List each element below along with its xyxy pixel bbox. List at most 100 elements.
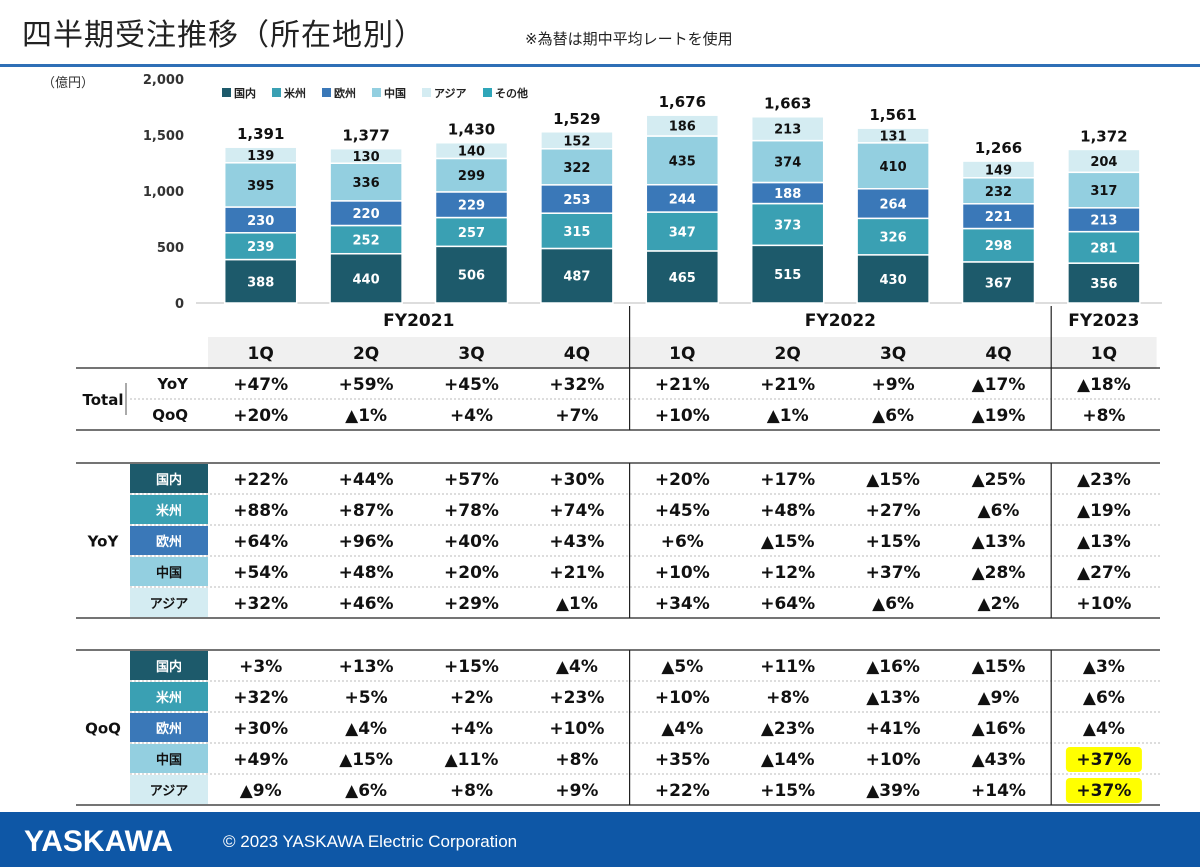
bar-total-label: 1,266 <box>975 139 1022 157</box>
bar-segment <box>434 216 509 248</box>
table-cell: +2% <box>450 688 493 708</box>
table-cell: +47% <box>233 375 288 395</box>
region-label: 国内 <box>156 659 182 675</box>
table-cell: ▲15% <box>339 750 393 770</box>
table-cell: +88% <box>233 501 288 521</box>
table-cell: ▲15% <box>761 532 815 552</box>
table-cell: +15% <box>760 781 815 801</box>
row-bg <box>208 400 1157 429</box>
unit-label: （億円） <box>42 76 95 91</box>
bar-value-label: 186 <box>669 120 696 135</box>
quarter-header: 2Q <box>775 344 801 364</box>
legend-label: その他 <box>495 86 528 100</box>
bar-value-label: 213 <box>1090 214 1117 229</box>
table-cell: ▲23% <box>1077 470 1131 490</box>
table-cell: +48% <box>760 501 815 521</box>
bar-value-label: 298 <box>985 239 1012 254</box>
table-cell: +13% <box>339 657 394 677</box>
block-label: YoY <box>87 533 120 551</box>
legend-label: 中国 <box>384 86 406 100</box>
footer-bar: YASKAWA © 2023 YASKAWA Electric Corporat… <box>0 812 1200 867</box>
table-cell: +32% <box>549 375 604 395</box>
fiscal-year-label: FY2023 <box>1068 311 1139 331</box>
table-cell: ▲6% <box>345 781 387 801</box>
legend-label: アジア <box>434 87 467 100</box>
table-cell: ▲1% <box>767 406 809 426</box>
table-cell: ▲14% <box>761 750 815 770</box>
bar-total-label: 1,529 <box>553 110 600 128</box>
table-cell: ▲1% <box>345 406 387 426</box>
bar-value-label: 506 <box>458 269 485 284</box>
quarter-header: 1Q <box>248 344 274 364</box>
table-cell: +10% <box>1076 594 1131 614</box>
quarter-header: 1Q <box>669 344 695 364</box>
legend-swatch <box>272 88 281 97</box>
quarter-header: 4Q <box>564 344 590 364</box>
y-tick-label: 500 <box>157 241 184 256</box>
table-cell: +17% <box>760 470 815 490</box>
table-cell: +22% <box>233 470 288 490</box>
table-cell: +14% <box>971 781 1026 801</box>
table-cell: ▲4% <box>345 719 387 739</box>
region-label: 欧州 <box>156 534 182 550</box>
bar-value-label: 388 <box>247 275 274 290</box>
table-cell: ▲15% <box>866 470 920 490</box>
region-label-bg <box>130 464 208 493</box>
legend-swatch <box>322 88 331 97</box>
bar-segment <box>750 115 825 142</box>
table-cell: +45% <box>444 375 499 395</box>
bar-segment <box>329 162 403 202</box>
table-cell: ▲23% <box>761 719 815 739</box>
table-cell: +43% <box>549 532 604 552</box>
bar-segment <box>434 245 509 304</box>
legend-swatch <box>222 88 231 97</box>
region-label-bg <box>130 775 208 804</box>
bar-segment <box>540 184 614 214</box>
bar-value-label: 220 <box>353 207 380 222</box>
bar-value-label: 204 <box>1090 155 1117 170</box>
region-label: 米州 <box>156 690 182 706</box>
table-cell: ▲3% <box>1083 657 1125 677</box>
table-cell: ▲13% <box>1077 532 1131 552</box>
table-cell: +40% <box>444 532 499 552</box>
bar-segment <box>645 183 720 213</box>
table-cell: ▲9% <box>978 688 1020 708</box>
table-cell: ▲16% <box>866 657 920 677</box>
table-cell: +96% <box>339 532 394 552</box>
bar-segment <box>540 148 614 186</box>
table-cell: ▲5% <box>661 657 703 677</box>
block-label: QoQ <box>85 720 121 738</box>
table-cell: +37% <box>866 563 921 583</box>
table-cell: +10% <box>655 563 710 583</box>
table-cell: ▲4% <box>1083 719 1125 739</box>
region-label: 中国 <box>156 565 182 581</box>
table-cell: +21% <box>549 563 604 583</box>
quarter-header: 1Q <box>1091 344 1117 364</box>
bar-segment <box>856 127 930 144</box>
bar-value-label: 244 <box>669 192 696 207</box>
table-cell: ▲15% <box>972 657 1026 677</box>
bar-segment <box>856 188 930 220</box>
table-cell: ▲39% <box>866 781 920 801</box>
bar-value-label: 322 <box>563 161 590 176</box>
table-cell: +34% <box>655 594 710 614</box>
bar-total-label: 1,663 <box>764 95 811 113</box>
table-cell: ▲18% <box>1077 375 1131 395</box>
bar-total-label: 1,372 <box>1080 127 1127 145</box>
bar-segment <box>750 139 825 184</box>
bar-value-label: 252 <box>353 234 380 249</box>
quarter-header: 4Q <box>985 344 1011 364</box>
table-cell: +7% <box>555 406 598 426</box>
bar-total-label: 1,391 <box>237 125 284 143</box>
region-label: アジア <box>150 597 188 612</box>
table-cell: +45% <box>655 501 710 521</box>
table-cell: ▲17% <box>972 375 1026 395</box>
table-cell: ▲4% <box>661 719 703 739</box>
quarter-header-band <box>208 337 1157 369</box>
bar-value-label: 487 <box>563 270 590 285</box>
bar-value-label: 239 <box>247 240 274 255</box>
bar-value-label: 336 <box>353 176 380 191</box>
bar-value-label: 257 <box>458 226 485 241</box>
table-cell: ▲13% <box>866 688 920 708</box>
